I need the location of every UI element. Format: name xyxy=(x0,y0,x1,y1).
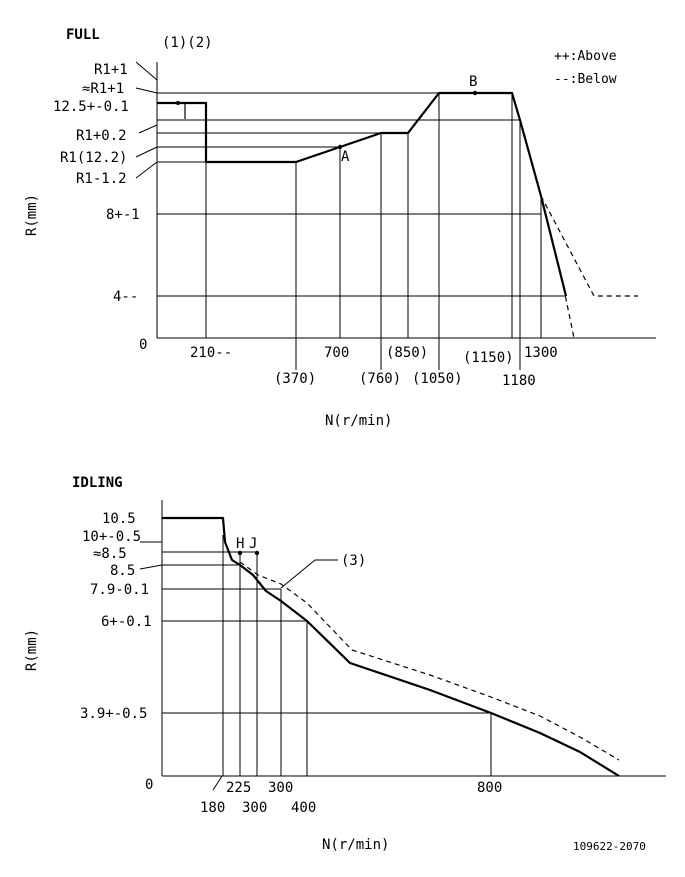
y-label-r1-plus-0-2: R1+0.2 xyxy=(76,128,127,144)
idle-x-label-800: 800 xyxy=(477,780,502,796)
idling-note: (3) xyxy=(341,553,366,569)
x-label-210: 210-- xyxy=(190,345,232,361)
figure-code: 109622-2070 xyxy=(573,840,646,853)
legend-below: --:Below xyxy=(554,72,617,87)
idle-y-label-6: 6+-0.1 xyxy=(101,614,152,630)
idle-y-label-8-5: 8.5 xyxy=(110,563,135,579)
full-chart: FULL (1)(2) ++:Above --:Below xyxy=(24,27,656,429)
idle-y-label-10: 10+-0.5 xyxy=(82,529,141,545)
full-origin-label: 0 xyxy=(139,337,147,353)
full-x-axis-title: N(r/min) xyxy=(325,413,392,429)
point-h-label: H xyxy=(236,536,244,552)
full-chart-note: (1)(2) xyxy=(162,35,213,51)
y-label-approx-r1-plus-1: ≈R1+1 xyxy=(82,81,124,97)
point-b-dot xyxy=(472,90,478,96)
idling-y-axis-title: R(mm) xyxy=(24,629,40,671)
x-label-370: (370) xyxy=(274,371,316,387)
point-a-label: A xyxy=(341,149,350,165)
full-governor-curve xyxy=(157,91,568,297)
y-label-r1-minus-1-2: R1-1.2 xyxy=(76,171,127,187)
point-j-dot xyxy=(254,550,260,556)
idling-x-axis-title: N(r/min) xyxy=(322,837,389,853)
idle-y-label-7-9: 7.9-0.1 xyxy=(90,582,149,598)
point-a-dot xyxy=(337,144,343,150)
idling-origin-label: 0 xyxy=(145,777,153,793)
x-label-760: (760) xyxy=(359,371,401,387)
leader-r1 xyxy=(135,146,158,158)
y-label-12-5: 12.5+-0.1 xyxy=(53,99,129,115)
full-dashed-below xyxy=(559,269,575,339)
x-label-1180: 1180 xyxy=(502,373,536,389)
x-label-850: (850) xyxy=(386,345,428,361)
point-j-label: J xyxy=(249,536,257,552)
idle-x-label-300b: 300 xyxy=(242,800,267,816)
leader-r1-plus-0-2 xyxy=(138,124,158,134)
full-start-dot xyxy=(176,101,180,105)
idling-curve xyxy=(162,516,620,777)
x-label-1300: 1300 xyxy=(524,345,558,361)
idling-chart: IDLING H J (3) 10.5 10+-0.5 xyxy=(24,475,666,853)
y-label-4: 4-- xyxy=(113,289,138,305)
y-label-r1-plus-1: R1+1 xyxy=(94,62,128,78)
leader-r1-minus-1-2 xyxy=(135,161,158,179)
idle-leader-note xyxy=(280,559,338,589)
x-label-700: 700 xyxy=(324,345,349,361)
point-h-dot xyxy=(237,550,243,556)
idle-x-label-300a: 300 xyxy=(268,780,293,796)
leader-r1-plus-1 xyxy=(135,61,158,81)
y-label-8: 8+-1 xyxy=(106,207,140,223)
point-b-label: B xyxy=(469,74,477,90)
x-label-1050: (1050) xyxy=(412,371,463,387)
idle-y-label-10-5: 10.5 xyxy=(102,511,136,527)
leader-approx xyxy=(135,87,158,94)
idle-x-label-400: 400 xyxy=(291,800,316,816)
idle-y-label-3-9: 3.9+-0.5 xyxy=(80,706,147,722)
idle-leader-180 xyxy=(212,775,223,791)
legend-above: ++:Above xyxy=(554,49,617,64)
idle-y-label-approx-8-5: ≈8.5 xyxy=(93,546,127,562)
full-dashed-above xyxy=(540,195,638,297)
idle-leader-8-5 xyxy=(139,564,163,570)
full-y-axis-title: R(mm) xyxy=(24,194,40,236)
idling-dashed-curve xyxy=(239,561,620,761)
idling-chart-title: IDLING xyxy=(72,475,123,491)
y-label-r1: R1(12.2) xyxy=(60,150,127,166)
idle-x-label-180: 180 xyxy=(200,800,225,816)
full-chart-title: FULL xyxy=(66,27,100,43)
idle-x-label-225: 225 xyxy=(226,780,251,796)
x-label-1150: (1150) xyxy=(463,350,514,366)
